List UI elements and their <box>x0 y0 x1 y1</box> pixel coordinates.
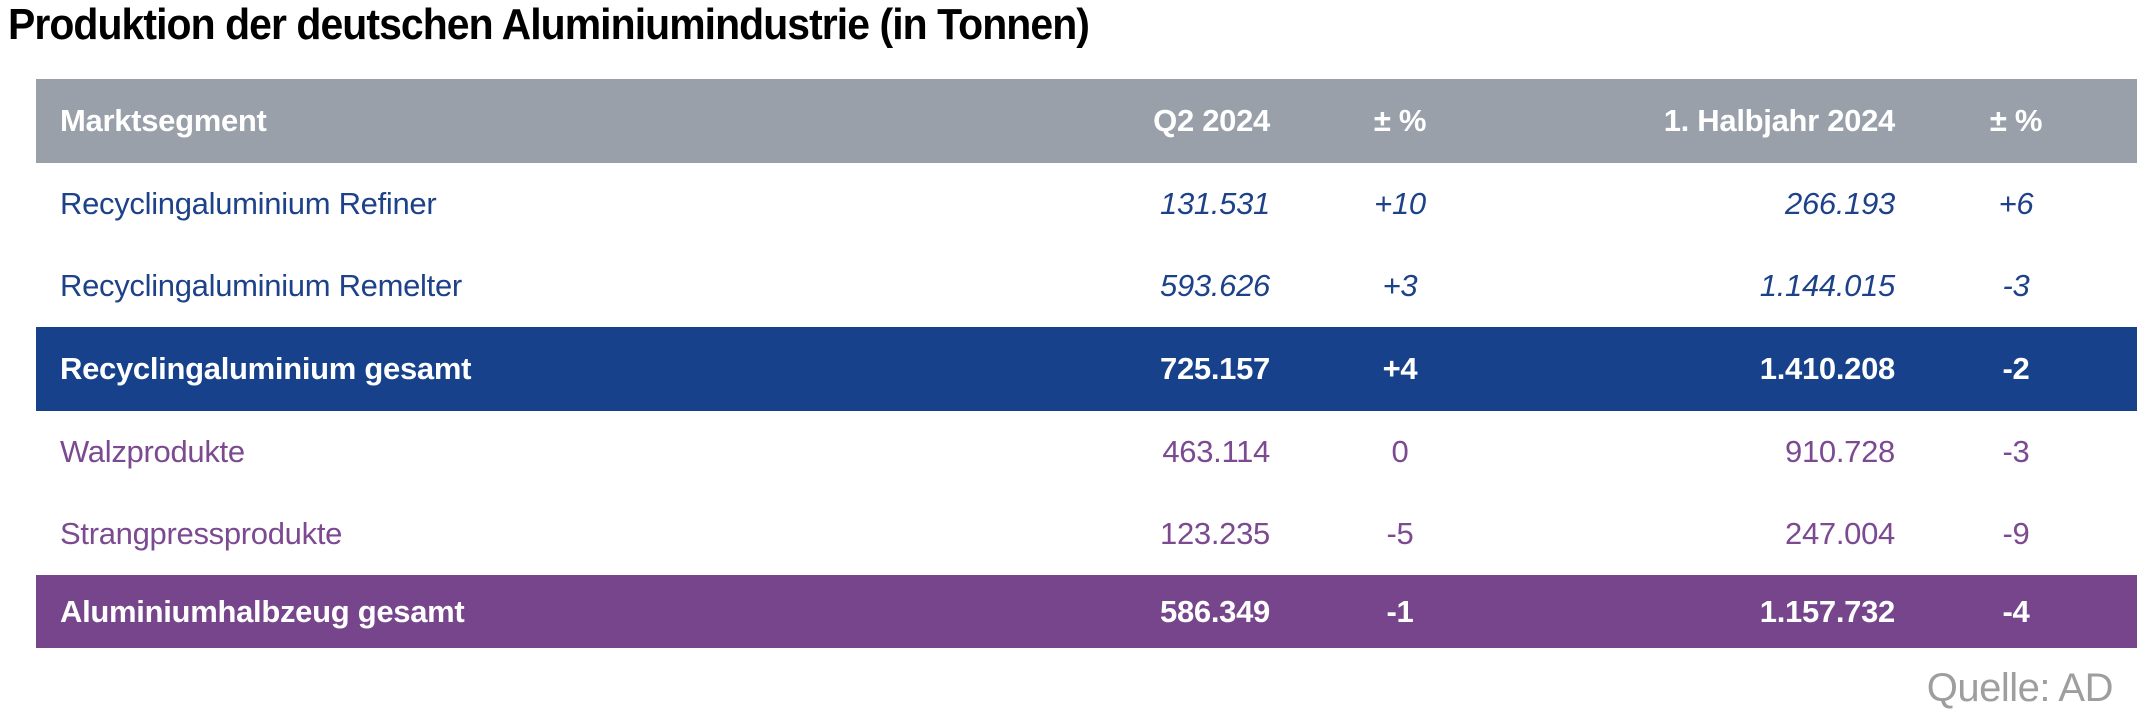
cell-h1-pct: -3 <box>2002 268 2030 303</box>
row-label: Recyclingaluminium gesamt <box>60 351 472 386</box>
cell-q2-pct: +3 <box>1382 268 1418 303</box>
cell-h1-pct: -3 <box>2002 434 2030 469</box>
header-h1-pct: ± % <box>1989 103 2043 138</box>
cell-h1: 1.157.732 <box>1759 593 1896 629</box>
table-header-row: Marktsegment Q2 2024 ± % 1. Halbjahr 202… <box>36 79 2137 163</box>
cell-h1: 910.728 <box>1785 434 1895 469</box>
cell-q2: 586.349 <box>1160 593 1270 629</box>
cell-q2: 593.626 <box>1160 268 1270 303</box>
header-halbjahr-2024: 1. Halbjahr 2024 <box>1663 103 1896 138</box>
cell-q2-pct: -1 <box>1386 593 1414 629</box>
row-label: Aluminiumhalbzeug gesamt <box>60 593 465 629</box>
cell-h1-pct: +6 <box>1998 186 2034 221</box>
header-q2-2024: Q2 2024 <box>1153 103 1270 138</box>
cell-h1-pct: -2 <box>2002 351 2030 386</box>
cell-q2-pct: +4 <box>1382 351 1418 386</box>
cell-h1: 247.004 <box>1785 516 1895 551</box>
header-marktsegment: Marktsegment <box>60 103 267 138</box>
production-table: Marktsegment Q2 2024 ± % 1. Halbjahr 202… <box>36 79 2137 648</box>
row-label: Walzprodukte <box>60 434 245 469</box>
table-row-aluminiumhalbzeug-gesamt: Aluminiumhalbzeug gesamt 586.349 -1 1.15… <box>36 575 2137 648</box>
cell-q2: 123.235 <box>1160 516 1270 551</box>
cell-q2: 725.157 <box>1160 351 1270 386</box>
page-title: Produktion der deutschen Aluminiumindust… <box>8 0 1090 49</box>
cell-q2: 131.531 <box>1160 186 1270 221</box>
source-note: Quelle: AD <box>1926 666 2114 710</box>
cell-h1: 1.144.015 <box>1759 268 1896 303</box>
cell-q2-pct: -5 <box>1386 516 1414 551</box>
table-row-recycling-remelter: Recyclingaluminium Remelter 593.626 +3 1… <box>36 245 2137 327</box>
table-row-walzprodukte: Walzprodukte 463.114 0 910.728 -3 <box>36 411 2137 493</box>
cell-q2: 463.114 <box>1162 434 1270 469</box>
cell-h1: 266.193 <box>1785 186 1895 221</box>
row-label: Strangpressprodukte <box>60 516 343 551</box>
cell-h1-pct: -4 <box>2002 593 2030 629</box>
table-row-recycling-gesamt: Recyclingaluminium gesamt 725.157 +4 1.4… <box>36 327 2137 411</box>
cell-q2-pct: +10 <box>1374 186 1426 221</box>
table-row-strangpressprodukte: Strangpressprodukte 123.235 -5 247.004 -… <box>36 493 2137 575</box>
row-label: Recyclingaluminium Refiner <box>60 186 437 221</box>
row-label: Recyclingaluminium Remelter <box>60 268 462 303</box>
cell-h1: 1.410.208 <box>1759 351 1896 386</box>
cell-h1-pct: -9 <box>2002 516 2030 551</box>
table-row-recycling-refiner: Recyclingaluminium Refiner 131.531 +10 2… <box>36 163 2137 245</box>
header-q2-pct: ± % <box>1373 103 1427 138</box>
cell-q2-pct: 0 <box>1391 434 1409 469</box>
